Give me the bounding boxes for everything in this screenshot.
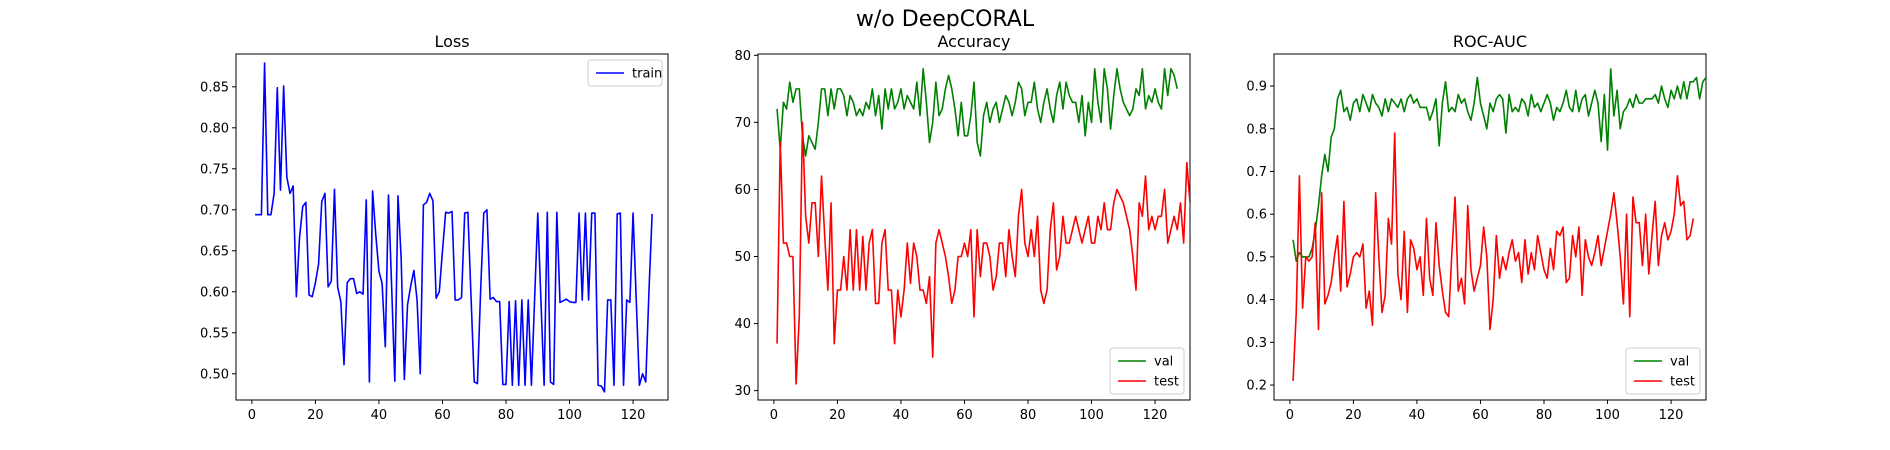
- accuracy-title: Accuracy: [937, 32, 1010, 51]
- loss-y-tick-label: 0.85: [200, 80, 229, 95]
- accuracy-legend-label-test: test: [1154, 375, 1179, 390]
- roc-auc-legend-label-test: test: [1670, 375, 1695, 390]
- loss-x-tick-label: 40: [371, 408, 388, 423]
- accuracy-test-series-line: [776, 121, 1190, 385]
- loss-y-tick-label: 0.70: [200, 203, 229, 218]
- accuracy-val-series-line: [776, 67, 1179, 157]
- loss-legend-box: [587, 59, 663, 87]
- roc-auc-title: ROC-AUC: [1453, 32, 1527, 51]
- loss-x-tick-label: 60: [434, 408, 451, 423]
- roc-auc-y-tick-label: 0.5: [1246, 250, 1267, 265]
- loss-y-tick-label: 0.75: [200, 162, 229, 177]
- roc-auc-panel: ROC-AUC 0 20 40 60 80 100 120 0.2 0.3 0.4 0.5 0.6 0.7…: [1246, 32, 1707, 423]
- accuracy-legend-box: [1109, 347, 1185, 395]
- accuracy-y-tick-label: 60: [734, 183, 751, 198]
- roc-auc-y-tick-label: 0.4: [1246, 293, 1267, 308]
- roc-auc-x-tick-label: 20: [1345, 408, 1362, 423]
- accuracy-y-tick-label: 80: [734, 49, 751, 64]
- roc-auc-plot-frame: [1273, 53, 1707, 401]
- roc-auc-y-tick-label: 0.7: [1246, 165, 1267, 180]
- accuracy-plot-frame: [757, 53, 1191, 401]
- loss-y-tick-label: 0.55: [200, 326, 229, 341]
- loss-x-tick-label: 80: [498, 408, 515, 423]
- accuracy-x-tick-label: 20: [829, 408, 846, 423]
- roc-auc-y-tick-label: 0.2: [1246, 379, 1267, 394]
- accuracy-x-tick-label: 40: [893, 408, 910, 423]
- loss-x-tick-label: 20: [307, 408, 324, 423]
- loss-panel: Loss 0 20 40 60 80 100 120 0.50 0.55 0.60 0.65 0.70 0…: [200, 32, 669, 423]
- roc-auc-legend-label-val: val: [1670, 355, 1689, 370]
- roc-auc-legend: val test: [1625, 347, 1701, 395]
- loss-plot-frame: [235, 53, 669, 401]
- accuracy-y-tick-label: 50: [734, 250, 751, 265]
- roc-auc-y-tick-label: 0.6: [1246, 208, 1267, 223]
- loss-x-tick-label: 120: [621, 408, 646, 423]
- roc-auc-test-series-line: [1292, 132, 1695, 381]
- roc-auc-x-tick-label: 120: [1659, 408, 1684, 423]
- accuracy-x-tick-label: 0: [770, 408, 778, 423]
- loss-train-series-line: [255, 62, 653, 393]
- accuracy-legend: val test: [1109, 347, 1185, 395]
- accuracy-x-tick-label: 100: [1079, 408, 1104, 423]
- roc-auc-y-tick-label: 0.9: [1246, 80, 1267, 95]
- accuracy-panel: Accuracy 0 20 40 60 80 100 120 30 40 50 60 70 80 val te…: [734, 32, 1191, 423]
- loss-y-tick-label: 0.65: [200, 244, 229, 259]
- loss-y-tick-label: 0.50: [200, 367, 229, 382]
- roc-auc-x-tick-label: 80: [1536, 408, 1553, 423]
- accuracy-x-tick-label: 60: [956, 408, 973, 423]
- roc-auc-legend-box: [1625, 347, 1701, 395]
- loss-title: Loss: [434, 32, 469, 51]
- loss-y-tick-label: 0.60: [200, 285, 229, 300]
- accuracy-x-tick-label: 120: [1143, 408, 1168, 423]
- roc-auc-x-tick-label: 0: [1286, 408, 1294, 423]
- accuracy-legend-label-val: val: [1154, 355, 1173, 370]
- loss-x-tick-label: 100: [557, 408, 582, 423]
- roc-auc-y-tick-label: 0.3: [1246, 336, 1267, 351]
- accuracy-y-tick-label: 70: [734, 116, 751, 131]
- figure-title: w/o DeepCORAL: [856, 7, 1035, 32]
- roc-auc-x-tick-label: 100: [1595, 408, 1620, 423]
- roc-auc-val-series-line: [1292, 68, 1706, 262]
- roc-auc-y-tick-label: 0.8: [1246, 122, 1267, 137]
- accuracy-x-tick-label: 80: [1020, 408, 1037, 423]
- loss-legend: train: [587, 59, 663, 87]
- roc-auc-x-tick-label: 40: [1409, 408, 1426, 423]
- loss-y-tick-label: 0.80: [200, 121, 229, 136]
- accuracy-y-tick-label: 30: [734, 384, 751, 399]
- accuracy-y-tick-label: 40: [734, 317, 751, 332]
- roc-auc-x-tick-label: 60: [1472, 408, 1489, 423]
- loss-x-tick-label: 0: [248, 408, 256, 423]
- loss-legend-label-train: train: [632, 67, 662, 82]
